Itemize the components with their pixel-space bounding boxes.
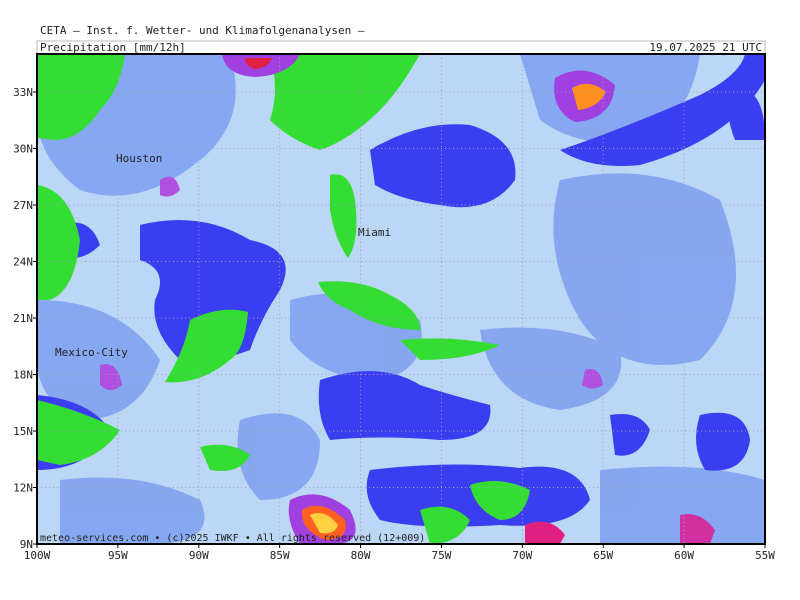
lon-label: 80W — [351, 549, 371, 562]
land-dry — [37, 54, 530, 544]
lon-label: 75W — [432, 549, 452, 562]
place-label: Houston — [116, 152, 162, 165]
lon-label: 70W — [512, 549, 532, 562]
place-label: Mexico-City — [55, 346, 128, 359]
lat-label: 27N — [13, 199, 33, 212]
lon-label: 65W — [593, 549, 613, 562]
lat-label: 12N — [13, 482, 33, 495]
lat-label: 24N — [13, 256, 33, 269]
lat-label: 33N — [13, 86, 33, 99]
map-frame — [36, 53, 766, 545]
footer-credit: meteo-services.com • (c)2025 IWKF • All … — [40, 533, 425, 544]
lon-label: 95W — [108, 549, 128, 562]
valid-time: 19.07.2025 21 UTC — [649, 41, 762, 54]
map-area: Houston Miami Mexico-City meteo-services… — [37, 54, 765, 544]
header-title: CETA – Inst. f. Wetter- und Klimafolgena… — [40, 24, 365, 37]
medium-rain — [37, 54, 765, 544]
lon-label: 100W — [24, 549, 51, 562]
lon-label: 90W — [189, 549, 209, 562]
lon-label: 85W — [270, 549, 290, 562]
lon-label: 60W — [674, 549, 694, 562]
intense-rain — [100, 54, 715, 544]
graticule — [37, 54, 765, 544]
lon-label: 55W — [755, 549, 775, 562]
lat-label: 21N — [13, 312, 33, 325]
lat-label: 30N — [13, 143, 33, 156]
lat-label: 15N — [13, 425, 33, 438]
place-label: Miami — [358, 226, 391, 239]
product-label: Precipitation [mm/12h] — [40, 41, 186, 54]
lat-label: 18N — [13, 369, 33, 382]
lat-label: 9N — [20, 538, 33, 551]
